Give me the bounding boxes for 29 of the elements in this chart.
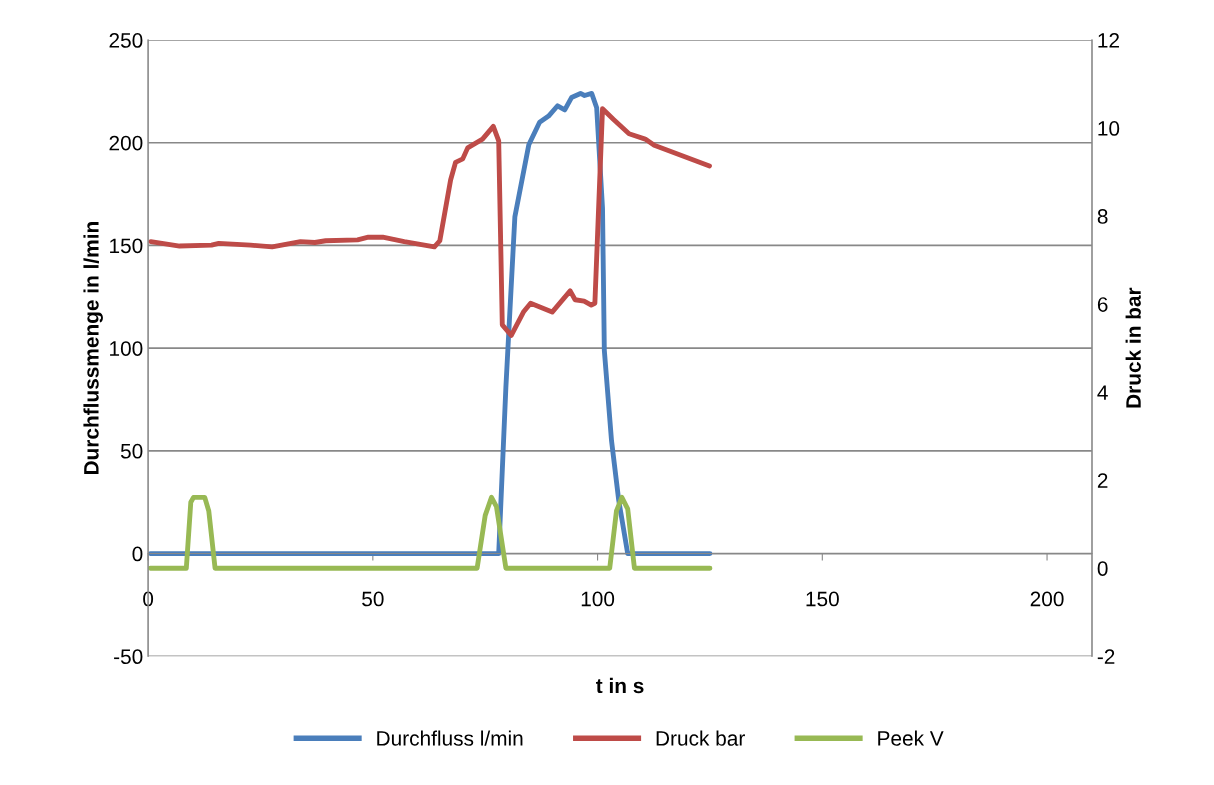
legend-label: Peek V xyxy=(878,730,944,746)
legend-label: Druck bar xyxy=(656,730,745,746)
y-tick-label: 0 xyxy=(132,546,143,562)
y-tick-label: 250 xyxy=(109,33,143,48)
line-series xyxy=(147,494,713,571)
y-tick-label: 200 xyxy=(109,135,143,151)
legend-label: Durchfluss l/min xyxy=(377,730,523,746)
y2-tick-label: 0 xyxy=(1097,561,1108,576)
y2-tick-label: 10 xyxy=(1098,121,1120,136)
y-tick-label: 100 xyxy=(110,341,143,356)
y-axis-title: Durchflussmenge in l/min xyxy=(83,222,103,475)
x-axis-title: t in s xyxy=(596,677,644,694)
y2-tick-label: -2 xyxy=(1097,649,1115,664)
line-series xyxy=(147,91,713,556)
y2-tick-label: 6 xyxy=(1097,297,1108,312)
y2-tick-label: 12 xyxy=(1098,33,1119,48)
x-tick-label: 100 xyxy=(581,591,615,607)
x-tick-label: 50 xyxy=(362,591,384,607)
y-tick-label: 50 xyxy=(120,443,143,459)
x-tick-label: 200 xyxy=(1030,591,1064,607)
y2-tick-label: 4 xyxy=(1097,385,1108,400)
y-tick-label: -50 xyxy=(114,649,143,665)
y-tick-label: 150 xyxy=(110,238,143,254)
line-series xyxy=(148,106,712,338)
x-tick-label: 0 xyxy=(143,591,154,607)
x-tick-label: 150 xyxy=(806,591,839,607)
y2-tick-label: 2 xyxy=(1097,473,1108,488)
y2-tick-label: 8 xyxy=(1097,209,1108,224)
y2-axis-title: Druck in bar xyxy=(1125,287,1141,408)
